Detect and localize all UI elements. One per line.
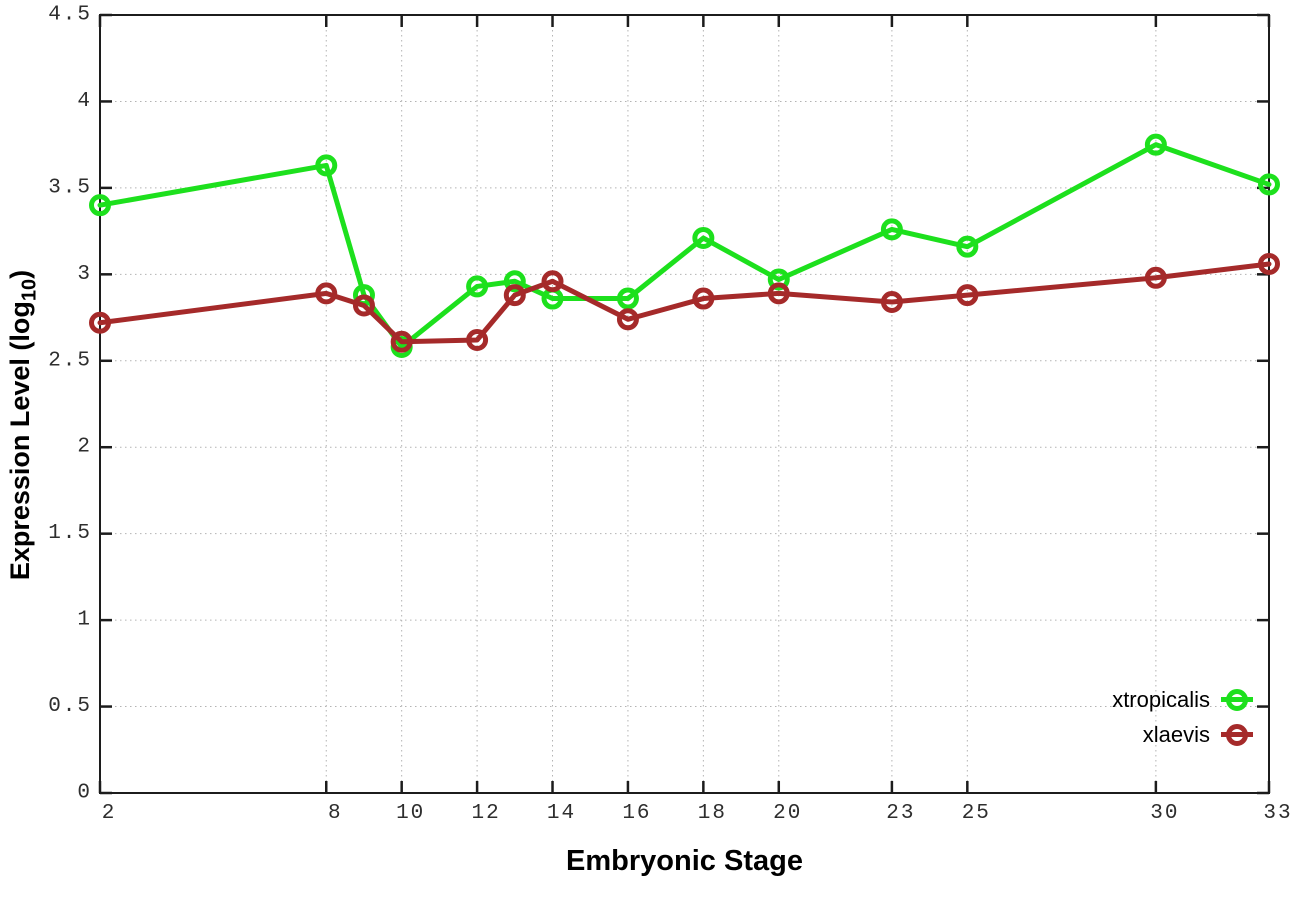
y-tick-label: 4 [77, 90, 92, 113]
data-point-xlaevis [466, 329, 489, 352]
data-point-xtropicalis [956, 235, 979, 258]
y-tick-label: 4.5 [48, 4, 92, 27]
data-point-xtropicalis [89, 194, 111, 217]
legend-marker-xlaevis [1221, 723, 1253, 746]
open-circle-icon [1226, 688, 1248, 711]
x-tick-label: 23 [886, 802, 915, 825]
y-axis-title: Expression Level (log10) [5, 175, 43, 675]
y-axis-title-text: Expression Level (log [5, 301, 35, 581]
y-axis-title-subscript: 10 [18, 278, 41, 302]
x-tick-label: 33 [1263, 802, 1292, 825]
series-line-xlaevis [97, 261, 1272, 345]
data-point-xlaevis [541, 270, 564, 293]
data-point-xlaevis [503, 284, 526, 307]
y-tick-label: 0.5 [48, 695, 92, 718]
data-point-xtropicalis [692, 227, 715, 250]
data-point-xtropicalis [767, 268, 790, 291]
y-tick-label: 3.5 [48, 176, 92, 199]
data-point-xtropicalis [503, 270, 526, 293]
data-point-xtropicalis [616, 287, 639, 310]
data-point-xlaevis [352, 294, 375, 317]
legend: xtropicalis xlaevis [1112, 682, 1253, 752]
x-tick-label: 20 [773, 802, 802, 825]
data-point-xlaevis [1258, 252, 1280, 275]
y-tick-label: 2.5 [48, 349, 92, 372]
data-point-xlaevis [880, 290, 903, 313]
legend-marker-xtropicalis [1221, 688, 1253, 711]
y-tick-label: 1.5 [48, 522, 92, 545]
legend-label: xtropicalis [1112, 686, 1210, 712]
y-tick-label: 2 [77, 436, 92, 459]
y-tick-label: 3 [77, 263, 92, 286]
series-line-xtropicalis [97, 142, 1272, 350]
data-point-xlaevis [89, 311, 111, 334]
legend-label: xlaevis [1142, 721, 1210, 747]
x-tick-label: 2 [102, 802, 117, 825]
legend-item-xtropicalis: xtropicalis [1112, 682, 1253, 717]
x-tick-label: 14 [547, 802, 576, 825]
data-point-xtropicalis [315, 154, 338, 177]
data-point-xlaevis [692, 287, 715, 310]
x-tick-label: 8 [328, 802, 343, 825]
y-axis-title-close: ) [5, 269, 35, 279]
x-tick-label: 30 [1150, 802, 1179, 825]
x-axis-title: Embryonic Stage [566, 845, 803, 877]
data-point-xtropicalis [1144, 133, 1167, 156]
y-tick-label: 1 [77, 609, 92, 632]
data-point-xlaevis [1144, 266, 1167, 289]
x-tick-label: 16 [622, 802, 651, 825]
x-tick-label: 10 [396, 802, 425, 825]
plot-border [99, 14, 1270, 794]
legend-item-xlaevis: xlaevis [1112, 717, 1253, 752]
data-point-xtropicalis [880, 218, 903, 241]
x-tick-label: 25 [962, 802, 991, 825]
data-point-xlaevis [315, 282, 338, 305]
data-point-xlaevis [616, 308, 639, 331]
data-point-xlaevis [956, 284, 979, 307]
y-tick-label: 0 [77, 782, 92, 805]
data-point-xlaevis [390, 330, 413, 353]
open-circle-icon [1226, 723, 1248, 746]
data-point-xtropicalis [466, 275, 489, 298]
data-point-xtropicalis [1258, 173, 1280, 196]
data-point-xlaevis [767, 282, 790, 305]
x-tick-label: 12 [471, 802, 500, 825]
x-tick-label: 18 [698, 802, 727, 825]
